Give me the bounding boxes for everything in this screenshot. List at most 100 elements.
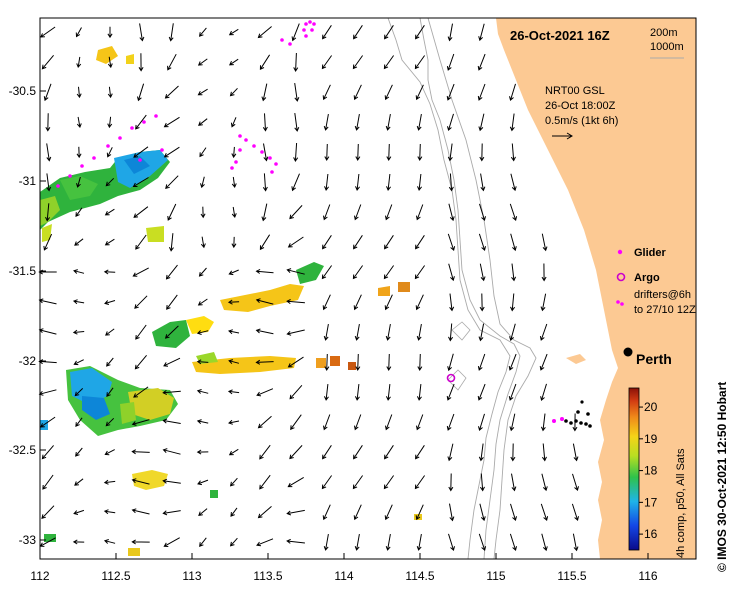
current-arrow (447, 113, 454, 132)
current-arrow (107, 116, 113, 129)
current-arrow (322, 294, 331, 311)
colorbar-tick-label: 20 (644, 400, 658, 414)
y-tick-label: -32 (19, 354, 37, 368)
current-arrow (43, 233, 53, 251)
current-arrow (196, 449, 209, 455)
current-arrow (511, 473, 517, 492)
current-arrow (134, 354, 147, 370)
current-arrow (104, 300, 116, 305)
current-arrow (228, 28, 239, 36)
current-arrow (354, 204, 362, 221)
current-arrow (416, 114, 422, 131)
current-arrow (138, 53, 144, 72)
current-arrow (477, 383, 486, 401)
current-arrow (262, 113, 268, 132)
current-arrow (293, 142, 299, 162)
x-axis: 112 112.5 113 113.5 114 114.5 115 115.5 116 (30, 553, 658, 583)
current-arrow (227, 299, 240, 305)
current-arrow (449, 293, 455, 312)
current-arrow (227, 389, 240, 395)
current-arrow (291, 173, 300, 192)
current-arrow (133, 206, 149, 218)
current-arrow (416, 384, 422, 401)
current-arrow (107, 26, 113, 39)
current-arrow (259, 54, 271, 70)
current-arrow (448, 473, 454, 492)
current-arrow (41, 54, 54, 70)
drifter-legend-marker (616, 300, 620, 304)
current-arrow (40, 26, 56, 38)
current-arrow (43, 83, 52, 102)
current-arrow (353, 25, 363, 40)
current-arrow (197, 58, 208, 66)
current-arrow (287, 236, 304, 248)
current-arrow (41, 505, 55, 520)
current-arrow (132, 177, 149, 187)
current-arrow (103, 539, 116, 544)
current-arrow (446, 53, 455, 71)
current-arrow (107, 86, 113, 99)
current-arrow (509, 203, 518, 222)
current-arrow (355, 173, 360, 191)
y-tick-label: -31 (19, 174, 37, 188)
current-arrow (103, 269, 116, 275)
colorbar-tick-label: 17 (644, 495, 658, 509)
perth-label: Perth (636, 351, 672, 367)
current-arrow (478, 323, 485, 342)
x-tick-label: 115.5 (557, 569, 586, 583)
current-arrow (289, 445, 303, 460)
glider-legend-marker (617, 249, 623, 255)
current-arrow (287, 476, 304, 488)
current-arrow (571, 503, 579, 522)
argo-legend-label: Argo (634, 272, 660, 284)
current-arrow (256, 538, 274, 547)
current-arrow (355, 143, 361, 161)
current-arrow (541, 233, 548, 252)
current-arrow (257, 415, 272, 429)
current-arrow (132, 267, 149, 277)
current-arrow (415, 25, 425, 40)
current-arrow (46, 143, 52, 162)
perth-marker (623, 347, 633, 357)
current-arrow (383, 475, 395, 490)
y-tick-label: -32.5 (9, 443, 37, 457)
current-arrow (510, 443, 516, 462)
current-arrow (196, 419, 209, 424)
current-arrow (164, 85, 179, 99)
current-arrow (259, 234, 271, 251)
current-arrow (322, 235, 332, 250)
current-arrow (385, 324, 391, 341)
current-arrow (510, 233, 517, 252)
current-arrow (478, 113, 485, 132)
current-arrow (74, 478, 84, 486)
current-arrow (139, 23, 145, 42)
current-arrow (198, 267, 207, 277)
current-arrow (289, 205, 303, 220)
current-arrow (163, 537, 180, 547)
current-arrow (229, 477, 238, 487)
x-tick-label: 114.5 (405, 569, 434, 583)
current-arrow (259, 474, 271, 490)
current-arrow (414, 475, 426, 490)
current-arrow (228, 419, 240, 425)
current-arrow (45, 113, 51, 132)
current-arrow (448, 533, 455, 552)
current-arrow (228, 269, 239, 276)
current-arrow (229, 87, 238, 97)
current-arrow (135, 324, 147, 340)
current-arrow (286, 299, 305, 304)
current-arrow (104, 238, 115, 246)
current-arrow (446, 413, 455, 431)
current-arrow (508, 353, 517, 371)
x-tick-label: 116 (638, 569, 657, 583)
current-arrow (415, 504, 424, 521)
current-arrow (384, 25, 394, 40)
current-arrow (228, 448, 239, 456)
current-arrow (256, 388, 274, 397)
current-arrow (478, 23, 485, 42)
current-arrow (417, 173, 422, 191)
current-arrow (163, 146, 180, 158)
current-arrow (107, 56, 113, 69)
current-arrow (416, 414, 424, 431)
current-arrow (417, 353, 423, 371)
